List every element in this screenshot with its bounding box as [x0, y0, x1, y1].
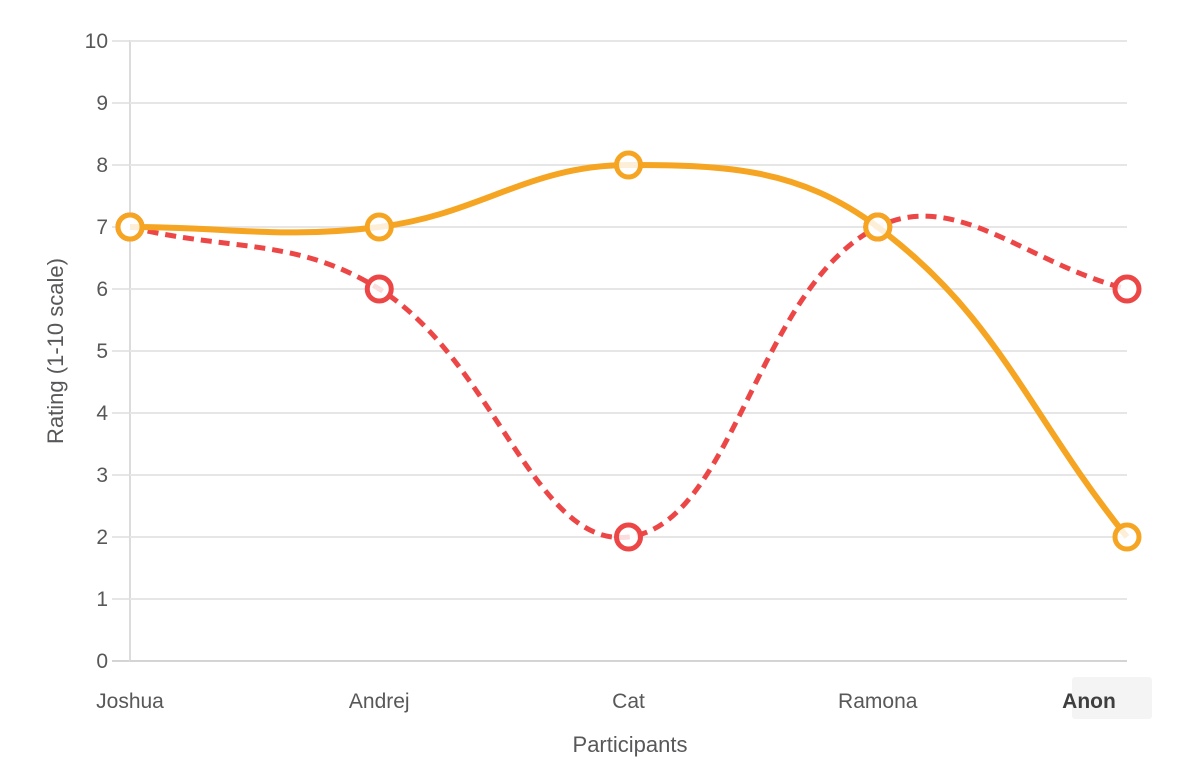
data-point-red-dashed-andrej[interactable] [364, 274, 394, 304]
data-point-orange-solid-ramona[interactable] [863, 212, 893, 242]
y-tick-label: 1 [96, 588, 108, 611]
x-tick-label-joshua: Joshua [96, 690, 164, 713]
y-tick-label: 8 [96, 154, 108, 177]
data-point-red-dashed-cat[interactable] [614, 522, 643, 552]
y-axis-title: Rating (1-10 scale) [43, 258, 68, 444]
data-point-orange-solid-andrej[interactable] [364, 212, 394, 242]
y-tick-label: 4 [96, 402, 108, 425]
y-tick-label: 6 [96, 278, 108, 301]
series-line-orange-solid [129, 162, 1130, 539]
data-point-red-dashed-anon[interactable] [1112, 274, 1142, 304]
y-tick-label: 2 [96, 526, 108, 549]
y-tick-label: 9 [96, 92, 108, 115]
y-tick-label: 7 [96, 216, 108, 239]
y-tick-label: 0 [96, 650, 108, 673]
data-point-orange-solid-cat[interactable] [614, 150, 643, 180]
y-tick-label: 5 [96, 340, 108, 363]
data-point-orange-solid-anon[interactable] [1112, 522, 1142, 552]
series-line-red-dashed [129, 213, 1128, 540]
x-tick-label-ramona: Ramona [838, 690, 918, 713]
x-tick-label-anon[interactable]: Anon [1062, 690, 1116, 713]
y-tick-label: 3 [96, 464, 108, 487]
x-tick-label-cat: Cat [612, 690, 645, 713]
y-tick-label: 10 [85, 30, 108, 53]
x-axis-title: Participants [572, 732, 688, 757]
x-tick-label-andrej: Andrej [349, 690, 410, 713]
data-point-orange-solid-joshua[interactable] [115, 212, 145, 242]
x-label-highlight [1072, 677, 1152, 719]
